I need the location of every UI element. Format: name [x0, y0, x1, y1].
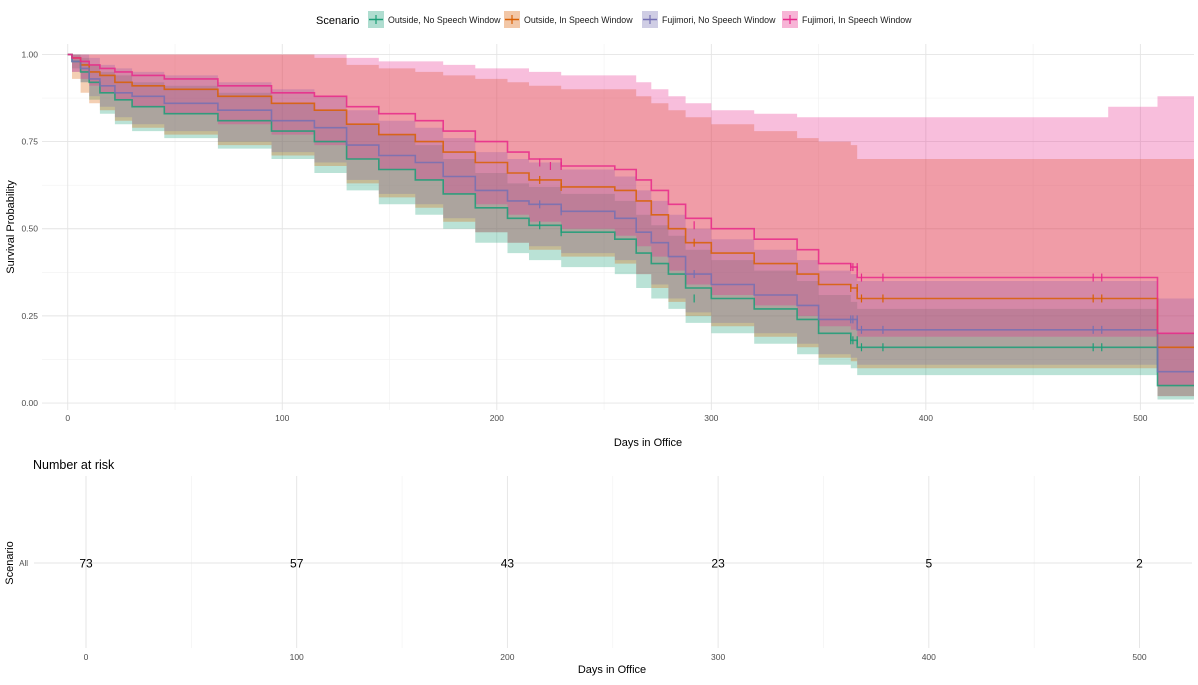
risk-count: 23: [711, 557, 725, 571]
survival-lines: [67, 53, 1194, 387]
survival-step-line: [67, 53, 1194, 373]
confidence-bands: [67, 54, 1195, 400]
legend-label: Fujimori, No Speech Window: [662, 15, 776, 25]
y-tick-label: 0.00: [21, 398, 38, 408]
x-tick-label: 100: [275, 413, 289, 423]
x-tick-label: 500: [1133, 413, 1147, 423]
censor-marks: [539, 158, 1103, 352]
risk-count: 73: [79, 557, 93, 571]
legend: Scenario Outside, No Speech Window Outsid…: [316, 11, 912, 28]
legend-item: Outside, No Speech Window: [368, 11, 501, 28]
legend-item: Fujimori, No Speech Window: [642, 11, 776, 28]
risk-count: 43: [501, 557, 515, 571]
legend-item: Outside, In Speech Window: [504, 11, 633, 28]
y-axis-title: Survival Probability: [5, 180, 17, 274]
y-tick-label: 1.00: [21, 49, 38, 59]
survival-step-line: [67, 53, 1194, 335]
x-axis-title: Days in Office: [578, 664, 646, 676]
x-tick-label: 400: [919, 413, 933, 423]
legend-label: Outside, In Speech Window: [524, 15, 633, 25]
legend-item: Fujimori, In Speech Window: [782, 11, 912, 28]
x-tick-label: 0: [84, 652, 89, 662]
confidence-band: [67, 54, 1195, 400]
legend-title: Scenario: [316, 15, 359, 27]
confidence-band: [67, 54, 1195, 386]
risk-count: 5: [925, 557, 932, 571]
y-tick-label: 0.50: [21, 224, 38, 234]
risk-table: Number at risk All 73 57 43 23 5 2 0 100 200 300 400…: [4, 458, 1192, 676]
x-axis-title: Days in Office: [614, 437, 682, 449]
x-tick-label: 500: [1132, 652, 1146, 662]
x-tick-label: 300: [711, 652, 725, 662]
legend-label: Fujimori, In Speech Window: [802, 15, 912, 25]
risk-grid: [34, 476, 1192, 648]
y-tick-label: 0.75: [21, 137, 38, 147]
x-tick-label: 100: [290, 652, 304, 662]
confidence-band: [67, 54, 1195, 397]
plot-grid: [42, 44, 1194, 410]
confidence-band: [67, 54, 1195, 397]
x-tick-label: 200: [500, 652, 514, 662]
survival-step-line: [67, 53, 1194, 387]
risk-count: 2: [1136, 557, 1143, 571]
x-tick-label: 0: [65, 413, 70, 423]
y-axis-title: Scenario: [4, 541, 16, 584]
survival-plot: 0 100 200 300 400 500 0.00 0.25 0.50 0.75 1.00 Days…: [5, 44, 1195, 449]
legend-label: Outside, No Speech Window: [388, 15, 501, 25]
survival-step-line: [67, 53, 1194, 349]
y-tick-label: 0.25: [21, 311, 38, 321]
risk-row-label: All: [19, 559, 28, 568]
x-tick-label: 200: [490, 413, 504, 423]
x-tick-label: 400: [922, 652, 936, 662]
risk-count: 57: [290, 557, 304, 571]
x-tick-label: 300: [704, 413, 718, 423]
risk-table-title: Number at risk: [33, 458, 115, 472]
